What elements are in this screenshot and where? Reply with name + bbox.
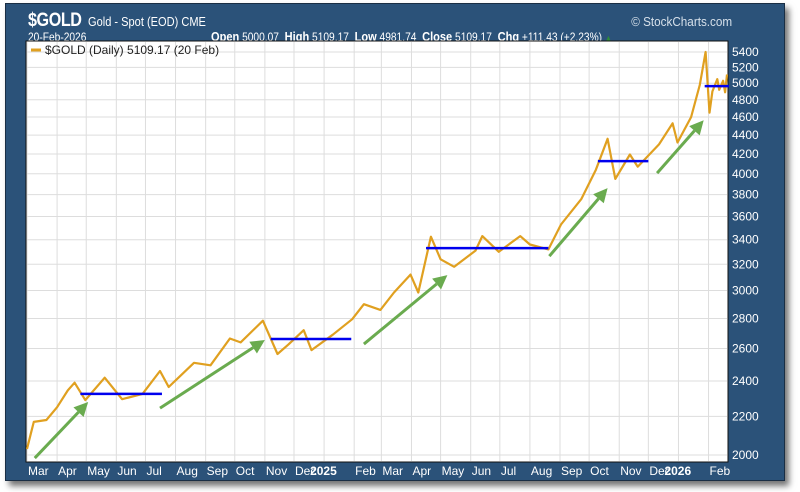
y-tick-label: 5400 (732, 45, 759, 59)
y-tick-label: 2400 (732, 374, 759, 388)
open-label: Open (211, 29, 240, 44)
symbol: $GOLD (28, 10, 82, 31)
x-tick-label: 2026 (664, 464, 691, 478)
x-tick-label: Aug (177, 464, 198, 478)
y-tick-label: 4200 (732, 147, 759, 161)
y-tick-label: 4800 (732, 93, 759, 107)
trend-arrow-head (249, 340, 265, 354)
trend-arrow-shaft (362, 282, 438, 346)
grid (26, 42, 727, 461)
y-tick-label: 4000 (732, 167, 759, 181)
legend-text: $GOLD (Daily) 5109.17 (20 Feb) (45, 43, 219, 57)
trend-arrow-shaft (655, 129, 696, 175)
x-tick-label: Jul (501, 464, 516, 478)
x-tick-label: Nov (620, 464, 641, 478)
x-tick-label: Oct (236, 464, 255, 478)
y-tick-label: 3400 (732, 233, 759, 247)
chg-label: Chg (497, 29, 520, 44)
x-tick-label: 2025 (310, 464, 337, 478)
y-tick-label: 2000 (732, 448, 759, 462)
x-tick-label: Feb (355, 464, 376, 478)
trend-arrow-head (432, 275, 448, 290)
trend-arrow-shaft (159, 346, 254, 410)
y-tick-label: 2200 (732, 409, 759, 423)
x-tick-label: May (442, 464, 465, 478)
x-tick-label: Apr (412, 464, 431, 478)
y-tick-label: 2600 (732, 342, 759, 356)
trend-arrow-shaft (548, 197, 600, 258)
x-tick-label: Mar (28, 464, 49, 478)
trend-arrow-head (73, 402, 89, 417)
price-line (25, 50, 729, 450)
close-label: Close (422, 29, 453, 44)
x-tick-label: Jun (117, 464, 136, 478)
x-tick-label: Feb (710, 464, 731, 478)
y-tick-label: 2800 (732, 311, 759, 325)
trend-arrow-shaft (33, 411, 80, 460)
trend-arrow-head (689, 120, 704, 136)
y-tick-label: 4400 (732, 128, 759, 142)
x-tick-label: Mar (382, 464, 403, 478)
annotations (25, 50, 729, 460)
x-tick-label: Dec (295, 464, 316, 478)
y-tick-label: 3200 (732, 257, 759, 271)
x-tick-label: Sep (561, 464, 583, 478)
x-tick-label: Jun (472, 464, 491, 478)
legend: $GOLD (Daily) 5109.17 (20 Feb) (31, 43, 219, 57)
low-label: Low (354, 29, 377, 44)
x-tick-label: Dec (649, 464, 670, 478)
x-tick-label: Sep (207, 464, 229, 478)
y-tick-label: 3000 (732, 283, 759, 297)
copyright: © StockCharts.com (631, 14, 732, 29)
y-tick-label: 4600 (732, 110, 759, 124)
y-tick-label: 5000 (732, 76, 759, 90)
up-triangle-icon: ▲ (604, 33, 613, 43)
y-tick-label: 5200 (732, 60, 759, 74)
y-tick-label: 3600 (732, 210, 759, 224)
instrument-name: Gold - Spot (EOD) CME (88, 14, 206, 29)
x-tick-label: May (87, 464, 110, 478)
plot-area (25, 40, 729, 463)
trend-arrow-head (593, 188, 608, 204)
x-tick-label: Aug (531, 464, 552, 478)
x-tick-label: Apr (58, 464, 77, 478)
x-tick-label: Oct (590, 464, 609, 478)
x-tick-label: Nov (266, 464, 287, 478)
high-label: High (284, 29, 310, 44)
y-axis: 2000 2200 2400 2600 2800 3000 3200 3400 3600 3800… (732, 45, 759, 462)
y-tick-label: 3800 (732, 188, 759, 202)
x-tick-label: Jul (146, 464, 161, 478)
